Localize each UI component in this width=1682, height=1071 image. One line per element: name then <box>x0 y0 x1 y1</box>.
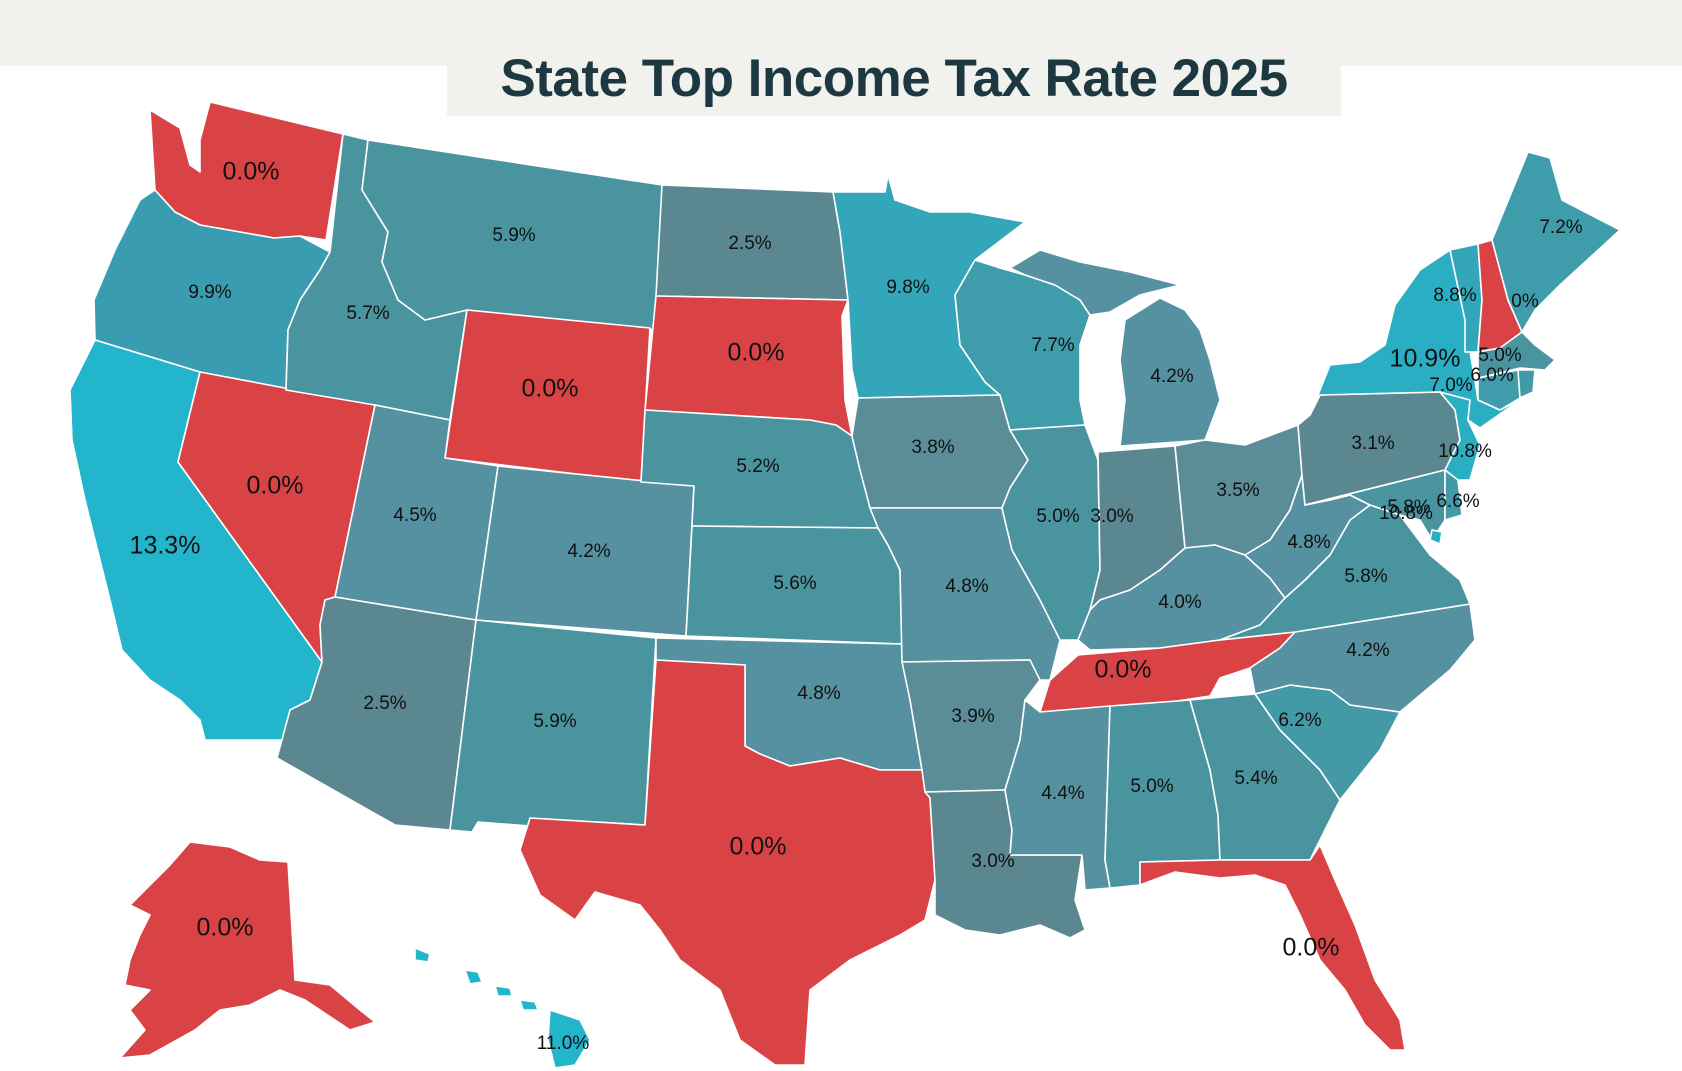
rate-label-RI: 6.0% <box>1470 365 1513 386</box>
rate-label-NY: 10.9% <box>1390 345 1461 373</box>
rate-label-SD: 0.0% <box>728 339 785 367</box>
title-box: State Top Income Tax Rate 2025 <box>447 40 1341 116</box>
state-MI[interactable] <box>1009 249 1221 447</box>
rate-label-FL: 0.0% <box>1283 934 1340 962</box>
rate-label-MI: 4.2% <box>1150 366 1193 387</box>
rate-label-GA: 5.4% <box>1234 768 1277 789</box>
rate-label-ME: 7.2% <box>1539 217 1582 238</box>
rate-label-DE: 6.6% <box>1436 491 1479 512</box>
rate-label-WV: 4.8% <box>1287 532 1330 553</box>
rate-label-DC: 10.8% <box>1379 503 1433 524</box>
rate-label-IN: 3.0% <box>1090 506 1133 527</box>
rate-label-VA: 5.8% <box>1344 566 1387 587</box>
rate-label-MS: 4.4% <box>1041 783 1084 804</box>
rate-label-NC: 4.2% <box>1346 640 1389 661</box>
rate-label-IA: 3.8% <box>911 437 954 458</box>
rate-label-OR: 9.9% <box>188 282 231 303</box>
state-TX[interactable] <box>519 659 936 1066</box>
rate-label-KY: 4.0% <box>1158 592 1201 613</box>
rate-label-MO: 4.8% <box>945 576 988 597</box>
rate-label-PA: 3.1% <box>1351 433 1394 454</box>
state-RI[interactable] <box>1517 369 1536 399</box>
rate-label-WY: 0.0% <box>522 375 579 403</box>
state-AK[interactable] <box>119 841 376 1059</box>
rate-label-VT: 8.8% <box>1433 285 1476 306</box>
rate-label-CT: 7.0% <box>1429 375 1472 396</box>
rate-label-HI: 11.0% <box>537 1033 590 1054</box>
rate-label-IL: 5.0% <box>1036 506 1079 527</box>
rate-label-TN: 0.0% <box>1095 656 1152 684</box>
rate-label-MT: 5.9% <box>492 225 535 246</box>
state-WI[interactable] <box>954 259 1091 431</box>
rate-label-NJ: 10.8% <box>1438 441 1492 462</box>
rate-label-NV: 0.0% <box>247 472 304 500</box>
rate-label-NE: 5.2% <box>736 456 779 477</box>
rate-label-CA: 13.3% <box>130 532 201 560</box>
rate-label-MA: 5.0% <box>1478 345 1521 366</box>
rate-label-CO: 4.2% <box>567 541 610 562</box>
state-CT[interactable] <box>1477 369 1521 411</box>
rate-label-MN: 9.8% <box>886 277 929 298</box>
rate-label-ID: 5.7% <box>346 303 389 324</box>
state-TN[interactable] <box>1039 631 1296 713</box>
rate-label-KS: 5.6% <box>773 573 816 594</box>
rate-label-NM: 5.9% <box>533 711 576 732</box>
rate-label-UT: 4.5% <box>393 505 436 526</box>
rate-label-AL: 5.0% <box>1130 776 1173 797</box>
rate-label-AR: 3.9% <box>951 706 994 727</box>
rate-label-AK: 0.0% <box>197 914 254 942</box>
rate-label-ND: 2.5% <box>728 233 771 254</box>
state-ME[interactable] <box>1491 151 1621 333</box>
rate-label-NH: 0% <box>1511 291 1539 312</box>
state-FL[interactable] <box>1139 844 1406 1051</box>
rate-label-OH: 3.5% <box>1216 480 1259 501</box>
state-DC[interactable] <box>1429 529 1443 545</box>
rate-label-OK: 4.8% <box>797 683 840 704</box>
rate-label-TX: 0.0% <box>730 833 787 861</box>
rate-label-WI: 7.7% <box>1031 335 1074 356</box>
rate-label-AZ: 2.5% <box>363 693 406 714</box>
rate-label-MD: 5.8% <box>1387 497 1430 518</box>
rate-label-WA: 0.0% <box>223 158 280 186</box>
state-HI[interactable] <box>414 947 591 1069</box>
map-title: State Top Income Tax Rate 2025 <box>500 48 1288 108</box>
rate-label-SC: 6.2% <box>1278 710 1321 731</box>
rate-label-LA: 3.0% <box>971 851 1014 872</box>
